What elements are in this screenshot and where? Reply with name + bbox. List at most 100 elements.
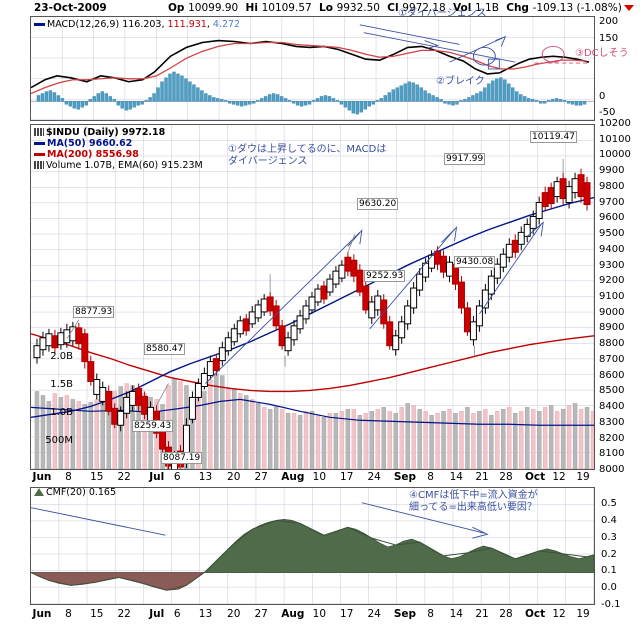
price-ytick-8600: 8600 <box>599 369 625 381</box>
label-hi: Hi <box>245 2 258 14</box>
x-tick-Sep-13: Sep <box>393 608 417 620</box>
price-label-8580: 8580.47 <box>144 343 186 355</box>
x-tick-19-20: 19 <box>576 471 590 483</box>
price-plot <box>31 125 594 469</box>
x-tick-17-11: 17 <box>340 471 354 483</box>
x-tick-8-14: 8 <box>427 471 434 483</box>
x-tick-8-1: 8 <box>65 471 72 483</box>
price-ytick-9000: 9000 <box>599 306 625 318</box>
macd-ytick-neg50: -50 <box>599 107 616 118</box>
price-ytick-10100: 10100 <box>599 133 631 145</box>
price-legend-volume: Volume 1.07B, EMA(60) 915.23M <box>34 160 203 171</box>
price-ytick-10000: 10000 <box>599 149 631 161</box>
price-label-9917: 9917.99 <box>444 153 486 165</box>
label-chg: Chg <box>506 2 529 14</box>
cmf-ytick-neg0p1: -0.1 <box>601 599 621 610</box>
cmf-ytick-0p2: 0.2 <box>601 548 617 560</box>
macd-value-blue: 4.272 <box>212 19 241 30</box>
value-vol: 1.1B <box>475 2 499 14</box>
x-tick-8-1: 8 <box>65 608 72 620</box>
x-tick-14-15: 14 <box>449 471 463 483</box>
x-tick-6-5: 6 <box>173 608 181 620</box>
price-legend: $INDU (Daily) 9972.18 MA(50) 9660.62 MA(… <box>34 127 203 171</box>
value-chg: -109.13 (-1.08%) <box>532 2 622 14</box>
cmf-legend: CMF(20) 0.165 <box>34 487 116 498</box>
x-tick-19-20: 19 <box>576 608 590 620</box>
x-tick-13-6: 13 <box>198 471 213 483</box>
x-tick-12-19: 12 <box>552 471 566 483</box>
x-tick-Oct-18: Oct <box>524 471 546 483</box>
value-cl: 9972.18 <box>402 2 446 14</box>
cmf-plot <box>31 488 594 604</box>
price-legend-ma200: MA(200) 8556.98 <box>34 149 203 160</box>
price-ytick-10200: 10200 <box>599 118 631 129</box>
x-axis-top: Jun 8 15 22 Jul 6 13 20 27 Aug 10 17 24 Sep 8 14 21 28 Oct… <box>30 470 595 486</box>
annotation-dead-cross: ③DCしそう <box>575 48 629 59</box>
x-tick-24-12: 24 <box>367 471 381 483</box>
x-tick-21-16: 21 <box>475 471 489 483</box>
x-tick-8-14: 8 <box>427 608 434 620</box>
label-lo: Lo <box>319 2 333 14</box>
x-tick-27-8: 27 <box>254 471 268 483</box>
macd-legend: MACD(12,26,9) 116.203, 111.931, 4.272 <box>34 19 240 30</box>
price-legend-ma50: MA(50) 9660.62 <box>34 138 203 149</box>
label-cl: Cl <box>387 2 399 14</box>
cmf-panel: CMF(20) 0.165 ④CMFは低下中=流入資金が 細ってる=出来高低い要… <box>30 487 595 605</box>
price-ytick-8400: 8400 <box>599 401 625 413</box>
price-ytick-8100: 8100 <box>599 448 625 460</box>
price-ytick-9500: 9500 <box>599 228 625 240</box>
annotation-divergence: ①ダイバージェンス <box>398 8 487 19</box>
caret-down-icon[interactable] <box>624 5 634 11</box>
price-ytick-8200: 8200 <box>599 432 625 444</box>
macd-value-red: 111.931 <box>167 19 207 30</box>
quote-header: 23-Oct-2009 Op 10099.90 Hi 10109.57 Lo 9… <box>0 0 640 16</box>
macd-legend-label: MACD(12,26,9) <box>47 19 120 30</box>
ma50-line <box>31 196 594 418</box>
macd-value-black: 116.203 <box>122 19 162 30</box>
value-hi: 10109.57 <box>261 2 312 14</box>
candlestick-icon <box>34 128 44 136</box>
x-tick-Jun-0: Jun <box>32 608 52 620</box>
macd-signal-line <box>31 41 588 95</box>
x-tick-Sep-13: Sep <box>393 471 417 483</box>
macd-line <box>31 39 590 89</box>
price-label-8259: 8259.43 <box>132 420 174 432</box>
price-ytick-9100: 9100 <box>599 291 625 302</box>
quote-fields: Op 10099.90 Hi 10109.57 Lo 9932.50 Cl 99… <box>168 2 622 14</box>
annotation-cmf: ④CMFは低下中=流入資金が 細ってる=出来高低い要因？ <box>409 490 538 513</box>
x-tick-15-2: 15 <box>90 608 104 620</box>
price-ytick-9400: 9400 <box>599 243 625 255</box>
x-tick-13-6: 13 <box>198 608 213 620</box>
x-tick-27-8: 27 <box>254 608 268 620</box>
x-tick-Jul-4: Jul <box>149 608 165 620</box>
label-op: Op <box>168 2 185 14</box>
x-tick-21-16: 21 <box>475 608 489 620</box>
price-ytick-9300: 9300 <box>599 259 625 271</box>
cmf-ytick-0p5: 0.5 <box>601 498 617 509</box>
price-ytick-9800: 9800 <box>599 180 625 192</box>
x-tick-14-15: 14 <box>449 608 463 620</box>
cmf-area-icon <box>34 488 44 496</box>
ma50-line-icon <box>34 142 45 145</box>
x-tick-Aug-9: Aug <box>281 608 305 620</box>
x-tick-10-10: 10 <box>312 471 327 483</box>
volume-tick-1b: 1.0B <box>50 407 73 418</box>
x-tick-Jul-4: Jul <box>149 471 165 483</box>
annotation-break: ②ブレイク <box>436 76 485 87</box>
value-lo: 9932.50 <box>336 2 380 14</box>
price-label-9630: 9630.20 <box>357 198 399 210</box>
price-ytick-8300: 8300 <box>599 416 625 428</box>
price-label-8877: 8877.93 <box>73 306 115 318</box>
x-tick-20-7: 20 <box>227 471 241 483</box>
x-tick-6-5: 6 <box>173 471 181 483</box>
x-tick-28-17: 28 <box>499 471 513 483</box>
cmf-legend-label: CMF(20) 0.165 <box>46 487 117 498</box>
macd-line-icon <box>34 23 45 26</box>
price-label-9430: 9430.08 <box>454 256 496 268</box>
x-tick-Jun-0: Jun <box>32 471 52 483</box>
quote-date: 23-Oct-2009 <box>34 2 107 14</box>
ma200-line <box>31 333 594 393</box>
price-ytick-8500: 8500 <box>599 385 625 397</box>
cmf-ytick-0p1: 0.1 <box>601 565 617 577</box>
